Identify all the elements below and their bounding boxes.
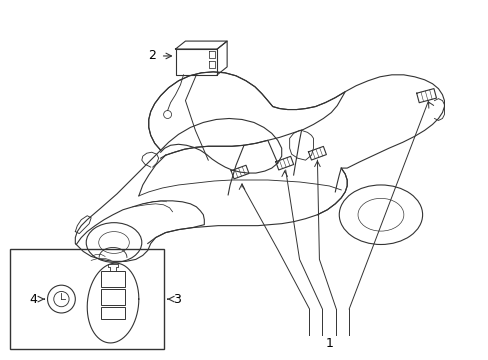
Text: 3: 3 [173,293,181,306]
Bar [10,249,163,349]
Text: 1: 1 [325,337,333,350]
Bar [101,271,124,287]
Text: 4: 4 [30,293,38,306]
Bar [101,289,124,305]
Bar [101,307,124,319]
Text: 2: 2 [147,49,155,63]
